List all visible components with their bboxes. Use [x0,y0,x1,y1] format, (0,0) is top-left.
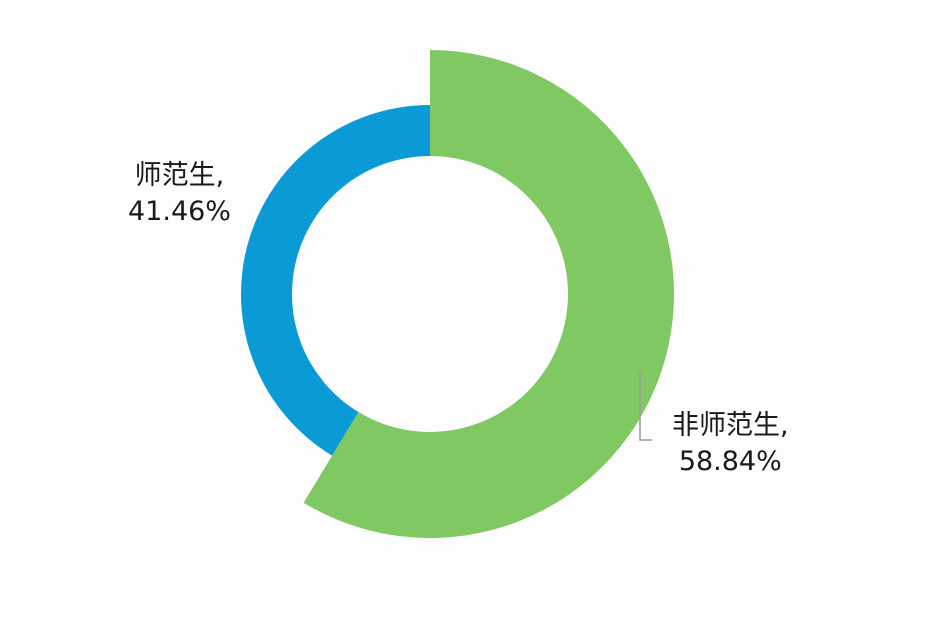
slices-layer [241,50,675,538]
data-label-teacher: 师范生, 41.46% [128,158,231,230]
data-label-non-teacher-value: 58.84% [678,446,782,477]
data-label-non-teacher: 非师范生, 58.84% [672,408,789,480]
leader-line-non-teacher [639,372,652,441]
data-label-teacher-value: 41.46% [128,196,231,227]
donut-slice-non-teacher [303,50,675,538]
data-label-teacher-name: 师范生, [134,160,225,191]
data-label-non-teacher-name: 非师范生, [672,410,789,441]
donut-slice-teacher [241,105,430,456]
